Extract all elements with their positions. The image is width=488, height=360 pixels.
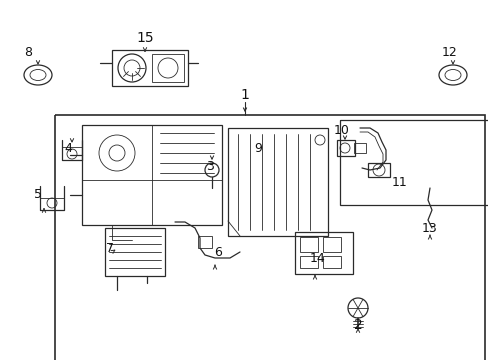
Text: 1: 1 — [240, 88, 249, 102]
Bar — [353, 143, 365, 153]
Bar — [82, 125, 222, 225]
Bar — [227, 128, 327, 236]
Bar — [105, 228, 164, 276]
Bar — [152, 54, 183, 82]
Bar — [299, 256, 317, 268]
Text: 2: 2 — [353, 318, 362, 332]
Bar — [294, 232, 352, 274]
Bar — [323, 237, 340, 252]
Bar — [339, 120, 488, 205]
Bar — [323, 256, 340, 268]
Bar — [299, 237, 317, 252]
Text: 8: 8 — [24, 45, 32, 58]
Text: 4: 4 — [64, 141, 72, 154]
Bar — [367, 163, 389, 177]
Bar — [336, 140, 354, 156]
Text: 9: 9 — [254, 141, 262, 154]
Text: 5: 5 — [34, 189, 42, 202]
Text: 14: 14 — [309, 252, 325, 265]
Text: 6: 6 — [214, 246, 222, 258]
Text: 12: 12 — [441, 45, 457, 58]
Text: 13: 13 — [421, 221, 437, 234]
Bar — [55, 115, 484, 360]
Text: 3: 3 — [205, 161, 214, 174]
Bar — [198, 236, 212, 248]
Text: 10: 10 — [333, 123, 349, 136]
Text: 11: 11 — [391, 176, 407, 189]
Bar — [112, 50, 187, 86]
Text: 15: 15 — [136, 31, 154, 45]
Text: 7: 7 — [106, 242, 114, 255]
